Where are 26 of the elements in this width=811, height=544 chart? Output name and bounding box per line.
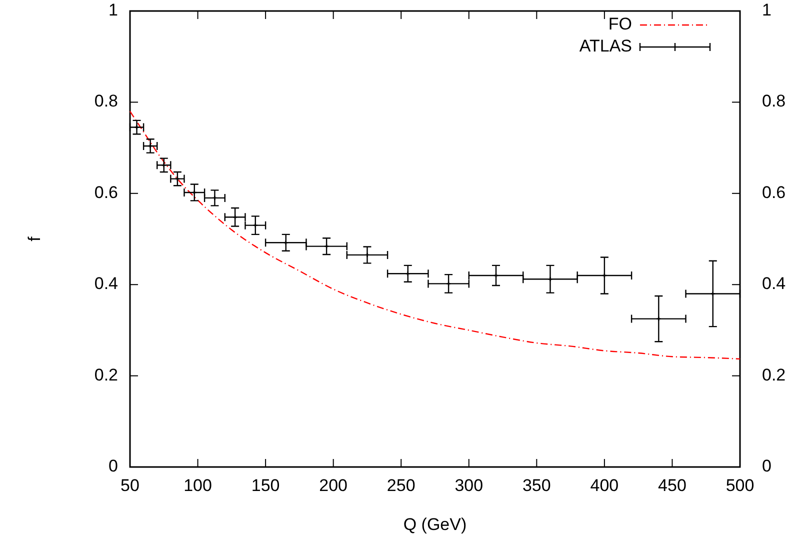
x-tick-label: 250 [386,476,416,495]
y2-tick-label: 0 [762,456,772,476]
x-tick-label: 150 [251,476,280,495]
x-tick-label: 400 [590,476,619,495]
x-tick-label: 450 [658,476,686,495]
y2-tick-label: 0.8 [762,92,786,111]
y2-tick-label: 1 [762,0,772,20]
y-tick-label: 0.6 [94,182,118,202]
x-tick-label: 350 [522,476,551,495]
y2-tick-label: 0.6 [762,182,786,202]
x-tick-label: 100 [184,476,212,495]
legend-label: FO [608,14,632,34]
y2-tick-label: 0.4 [762,274,786,294]
y-axis-title: f [25,236,44,242]
x-tick-label: 300 [454,476,484,495]
x-tick-label: 50 [120,476,140,495]
legend-label: ATLAS [579,36,632,56]
y-tick-label: 0 [108,456,118,476]
x-tick-label: 200 [319,476,348,495]
x-tick-label: 500 [726,476,754,495]
y-tick-label: 1 [108,0,118,20]
y-tick-label: 0.8 [94,92,118,111]
y2-tick-label: 0.2 [762,365,786,384]
x-axis-title: Q (GeV) [403,515,467,534]
y-tick-label: 0.2 [94,365,118,384]
y-tick-label: 0.4 [94,274,118,294]
